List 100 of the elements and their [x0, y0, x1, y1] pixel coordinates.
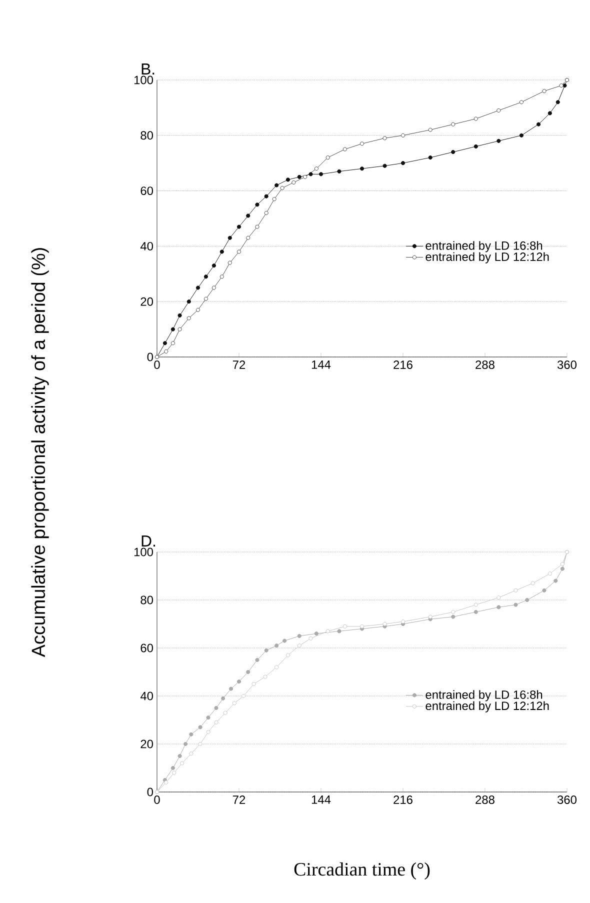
point	[286, 653, 290, 658]
point	[198, 742, 202, 746]
point	[474, 116, 478, 121]
point	[562, 83, 567, 88]
point	[228, 686, 234, 691]
y-tick-label: 60	[140, 644, 154, 652]
x-tick-label: 0	[154, 360, 160, 369]
point	[556, 100, 560, 104]
x-tick-label: 360	[557, 360, 577, 369]
point	[342, 624, 347, 628]
point	[382, 164, 387, 168]
point	[308, 636, 313, 640]
point	[342, 147, 347, 152]
point	[554, 578, 558, 583]
point	[206, 730, 210, 734]
point	[252, 682, 256, 686]
point	[212, 286, 216, 290]
y-tick-label: 100	[134, 76, 154, 84]
point	[255, 224, 260, 229]
point	[542, 89, 546, 94]
point	[274, 644, 279, 648]
point	[272, 197, 276, 202]
y-axis-title: Accumulative proportional activity of a period (%)	[31, 248, 49, 658]
point	[451, 122, 456, 126]
point	[263, 674, 268, 679]
point	[228, 260, 232, 265]
point	[318, 172, 324, 176]
x-tick-label: 288	[476, 796, 494, 804]
point	[519, 100, 524, 104]
point	[314, 632, 318, 636]
point	[337, 629, 342, 634]
legend-label: entrained by LD 16:8h	[426, 241, 542, 252]
x-tick-label: 360	[557, 796, 577, 804]
point	[264, 648, 268, 652]
legend-label: entrained by LD 12:12h	[426, 701, 549, 712]
point	[246, 236, 250, 240]
y-tick-label: 80	[140, 596, 154, 604]
point	[360, 624, 364, 628]
y-tick-label: 40	[140, 692, 154, 700]
point	[428, 156, 432, 160]
point	[297, 174, 302, 179]
point	[236, 224, 242, 229]
point	[180, 761, 184, 766]
y-tick-label: 0	[147, 788, 154, 796]
point	[400, 161, 406, 166]
chart-title: B.	[142, 64, 154, 74]
x-tick-label: 288	[476, 360, 494, 369]
y-tick-label: 100	[134, 548, 154, 556]
point	[274, 665, 279, 670]
point	[428, 614, 432, 619]
point	[236, 680, 242, 684]
point	[178, 327, 182, 332]
x-tick-label: 144	[312, 796, 331, 804]
point	[530, 581, 535, 586]
point	[186, 316, 191, 320]
point	[242, 694, 246, 698]
y-tick-label: 0	[147, 352, 154, 362]
point	[560, 566, 564, 571]
y-tick-label: 60	[140, 186, 154, 196]
point	[255, 658, 260, 662]
point	[178, 754, 182, 758]
point	[204, 274, 208, 279]
point	[400, 620, 406, 624]
point	[297, 634, 302, 638]
point	[382, 136, 387, 140]
point	[451, 614, 456, 619]
point	[170, 341, 175, 346]
point	[286, 178, 290, 182]
point	[519, 133, 524, 138]
point	[228, 236, 232, 240]
point	[496, 138, 501, 143]
point	[246, 214, 250, 218]
point	[474, 610, 478, 614]
point	[536, 122, 541, 126]
point	[514, 588, 518, 592]
point	[204, 296, 208, 301]
point	[255, 202, 260, 207]
y-tick-label: 20	[140, 297, 154, 306]
point	[451, 150, 456, 154]
point	[514, 602, 518, 607]
point	[164, 349, 168, 354]
point	[496, 596, 501, 600]
y-tick-label: 80	[140, 131, 154, 140]
x-tick-label: 216	[394, 360, 412, 369]
point	[525, 598, 530, 602]
point	[221, 696, 226, 700]
x-tick-label: 72	[232, 360, 246, 369]
x-axis-title: Circadian time (°)	[294, 862, 430, 880]
point	[542, 588, 546, 592]
point	[206, 716, 210, 720]
point	[292, 180, 296, 185]
point	[474, 602, 478, 607]
point	[337, 169, 342, 174]
point	[170, 766, 175, 770]
point	[214, 720, 218, 724]
point	[326, 156, 330, 160]
point	[186, 300, 191, 304]
x-tick-label: 72	[232, 796, 246, 804]
point	[264, 210, 268, 215]
point	[196, 286, 200, 290]
